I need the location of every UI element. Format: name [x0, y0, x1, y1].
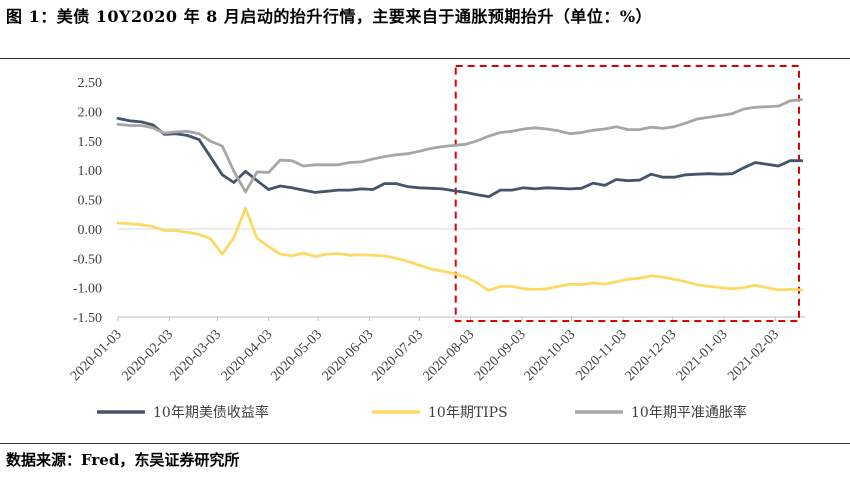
highlight-region: [454, 65, 800, 322]
x-tick-label: 2021-01-03: [674, 327, 731, 384]
x-axis: 2020-01-032020-02-032020-03-032020-04-03…: [68, 228, 805, 384]
y-tick-label: -1.50: [73, 311, 102, 326]
x-tick-label: 2020-11-03: [573, 327, 629, 383]
y-tick-label: 1.50: [78, 135, 103, 150]
x-tick-label: 2020-03-03: [167, 327, 224, 384]
x-tick-label: 2020-09-03: [472, 327, 529, 384]
x-tick-label: 2021-02-03: [725, 327, 782, 384]
bottom-divider: [0, 443, 850, 444]
x-tick-label: 2020-02-03: [119, 327, 176, 384]
y-tick-label: 0.00: [78, 223, 103, 238]
x-tick-label: 2020-08-03: [421, 327, 478, 384]
legend-label-2: 10年期TIPS: [428, 405, 508, 421]
x-tick-label: 2020-07-03: [369, 327, 426, 384]
series-line-1: [116, 117, 804, 199]
legend: 10年期美债收益率 10年期TIPS 10年期平准通胀率: [97, 404, 747, 421]
top-divider: [0, 58, 850, 59]
legend-label-3: 10年期平准通胀率: [631, 404, 747, 421]
series-group: [116, 98, 804, 293]
y-tick-label: 1.00: [78, 164, 103, 179]
series-line-2: [116, 206, 804, 293]
highlight-rectangle: [454, 65, 800, 322]
x-tick-label: 2020-05-03: [268, 327, 325, 384]
x-tick-label: 2020-06-03: [320, 327, 377, 384]
y-tick-label: 2.50: [78, 76, 103, 91]
x-tick-label: 2020-10-03: [522, 327, 579, 384]
y-tick-label: -0.50: [73, 252, 102, 267]
x-tick-label: 2020-04-03: [219, 327, 276, 384]
x-tick-label: 2020-01-03: [68, 327, 125, 384]
x-tick-label: 2020-12-03: [623, 327, 680, 384]
y-tick-label: 0.50: [78, 194, 103, 209]
source-note: 数据来源：Fred，东吴证券研究所: [6, 451, 240, 469]
y-tick-label: 2.00: [78, 105, 103, 120]
legend-label-1: 10年期美债收益率: [153, 404, 269, 421]
figure-title: 图 1：美债 10Y2020 年 8 月启动的抬升行情，主要来自于通胀预期抬升（…: [6, 7, 653, 26]
y-axis: 2.50 2.00 1.50 1.00 0.50 0.00 -0.50 -1.00 -1.50: [73, 76, 102, 326]
y-tick-label: -1.00: [73, 282, 102, 297]
series-line-3: [116, 98, 804, 194]
